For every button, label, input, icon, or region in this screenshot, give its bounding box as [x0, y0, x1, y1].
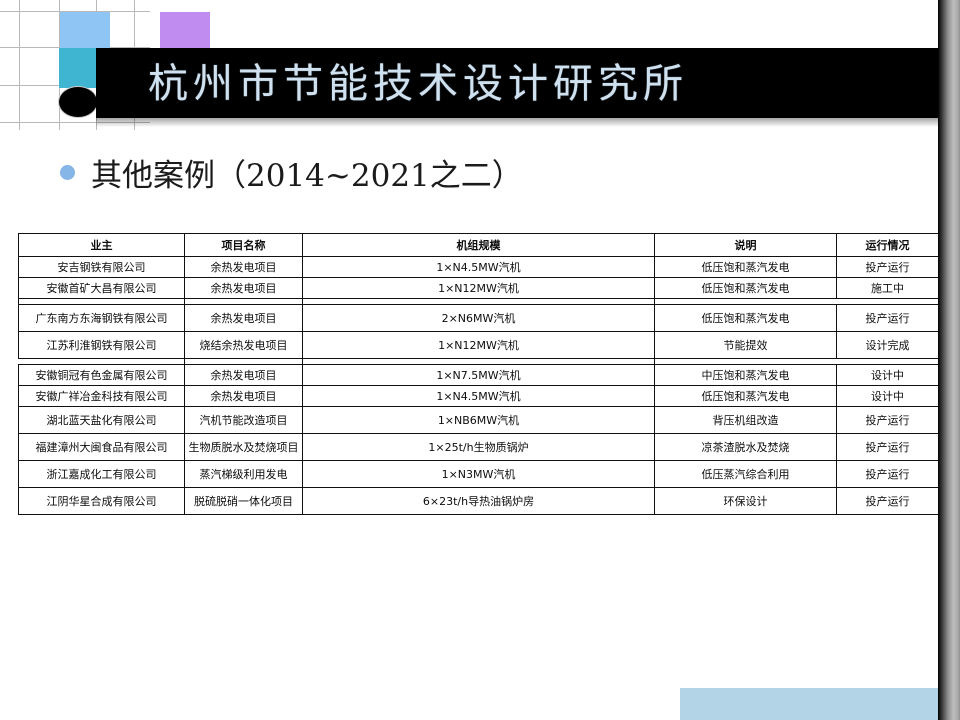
cell-project: 余热发电项目	[184, 364, 303, 386]
col-header-scale: 机组规模	[302, 233, 655, 257]
cell-scale: 1×N4.5MW汽机	[302, 256, 655, 278]
cell-project: 余热发电项目	[184, 277, 303, 299]
table-row: 安徽广祥冶金科技有限公司 余热发电项目 1×N4.5MW汽机 低压饱和蒸汽发电 …	[18, 385, 939, 407]
cell-note: 低压饱和蒸汽发电	[654, 304, 837, 332]
cell-project: 汽机节能改造项目	[184, 406, 303, 434]
cell-project: 余热发电项目	[184, 385, 303, 407]
cell-status: 投产运行	[836, 460, 939, 488]
grid-line-h	[0, 122, 150, 123]
cell-status: 设计完成	[836, 331, 939, 359]
cell-status: 投产运行	[836, 487, 939, 515]
cell-status: 投产运行	[836, 304, 939, 332]
cell-owner: 安徽铜冠有色金属有限公司	[18, 364, 185, 386]
cell-status: 投产运行	[836, 433, 939, 461]
col-header-project: 项目名称	[184, 233, 303, 257]
title-bar	[96, 48, 938, 118]
table-row: 江苏利淮钢铁有限公司 烧结余热发电项目 1×N12MW汽机 节能提效 设计完成	[18, 331, 939, 359]
table-row: 湖北蓝天盐化有限公司 汽机节能改造项目 1×NB6MW汽机 背压机组改造 投产运…	[18, 406, 939, 434]
cell-owner: 江苏利淮钢铁有限公司	[18, 331, 185, 359]
cell-owner: 广东南方东海钢铁有限公司	[18, 304, 185, 332]
grid-line-v	[19, 0, 20, 130]
cell-note: 中压饱和蒸汽发电	[654, 364, 837, 386]
title-bar-shadow	[96, 118, 938, 127]
table-row: 广东南方东海钢铁有限公司 余热发电项目 2×N6MW汽机 低压饱和蒸汽发电 投产…	[18, 304, 939, 332]
cell-owner: 安吉钢铁有限公司	[18, 256, 185, 278]
table-row: 浙江嘉成化工有限公司 蒸汽梯级利用发电 1×N3MW汽机 低压蒸汽综合利用 投产…	[18, 460, 939, 488]
case-table-container: 业主 项目名称 机组规模 说明 运行情况 安吉钢铁有限公司 余热发电项目 1×N…	[18, 233, 939, 515]
subtitle-bullet-row: 其他案例（2014~2021之二）	[60, 150, 760, 194]
cell-status: 投产运行	[836, 256, 939, 278]
cell-owner: 浙江嘉成化工有限公司	[18, 460, 185, 488]
cell-note: 背压机组改造	[654, 406, 837, 434]
cell-project: 烧结余热发电项目	[184, 331, 303, 359]
cell-project: 生物质脱水及焚烧项目	[184, 433, 303, 461]
table-row: 福建漳州大闽食品有限公司 生物质脱水及焚烧项目 1×25t/h生物质锅炉 凉茶渣…	[18, 433, 939, 461]
cell-scale: 1×N12MW汽机	[302, 277, 655, 299]
cell-status: 设计中	[836, 385, 939, 407]
cell-note: 低压饱和蒸汽发电	[654, 385, 837, 407]
cell-owner: 湖北蓝天盐化有限公司	[18, 406, 185, 434]
cell-status: 投产运行	[836, 406, 939, 434]
case-table: 业主 项目名称 机组规模 说明 运行情况 安吉钢铁有限公司 余热发电项目 1×N…	[18, 233, 939, 515]
cell-note: 节能提效	[654, 331, 837, 359]
cell-note: 凉茶渣脱水及焚烧	[654, 433, 837, 461]
table-body: 安吉钢铁有限公司 余热发电项目 1×N4.5MW汽机 低压饱和蒸汽发电 投产运行…	[18, 256, 939, 515]
cell-scale: 6×23t/h导热油锅炉房	[302, 487, 655, 515]
table-row: 安徽铜冠有色金属有限公司 余热发电项目 1×N7.5MW汽机 中压饱和蒸汽发电 …	[18, 364, 939, 386]
cell-project: 余热发电项目	[184, 256, 303, 278]
table-header-row: 业主 项目名称 机组规模 说明 运行情况	[18, 233, 939, 257]
page-title: 杭州市节能技术设计研究所	[148, 61, 688, 107]
cell-note: 低压蒸汽综合利用	[654, 460, 837, 488]
deco-circle	[58, 86, 98, 118]
table-row: 安吉钢铁有限公司 余热发电项目 1×N4.5MW汽机 低压饱和蒸汽发电 投产运行	[18, 256, 939, 278]
cell-scale: 1×N4.5MW汽机	[302, 385, 655, 407]
subtitle-text: 其他案例（2014~2021之二）	[91, 157, 523, 194]
cell-note: 低压饱和蒸汽发电	[654, 277, 837, 299]
cell-owner: 安徽广祥冶金科技有限公司	[18, 385, 185, 407]
cell-project: 脱硫脱硝一体化项目	[184, 487, 303, 515]
cell-scale: 1×25t/h生物质锅炉	[302, 433, 655, 461]
cell-status: 施工中	[836, 277, 939, 299]
cell-project: 余热发电项目	[184, 304, 303, 332]
cell-project: 蒸汽梯级利用发电	[184, 460, 303, 488]
cell-status: 设计中	[836, 364, 939, 386]
bullet-dot-icon	[60, 164, 75, 180]
cell-owner: 安徽首矿大昌有限公司	[18, 277, 185, 299]
cell-scale: 1×NB6MW汽机	[302, 406, 655, 434]
table-row: 江阴华星合成有限公司 脱硫脱硝一体化项目 6×23t/h导热油锅炉房 环保设计 …	[18, 487, 939, 515]
bottom-accent-bar	[680, 688, 938, 720]
col-header-status: 运行情况	[836, 233, 939, 257]
cell-owner: 福建漳州大闽食品有限公司	[18, 433, 185, 461]
col-header-note: 说明	[654, 233, 837, 257]
cell-owner: 江阴华星合成有限公司	[18, 487, 185, 515]
table-row: 安徽首矿大昌有限公司 余热发电项目 1×N12MW汽机 低压饱和蒸汽发电 施工中	[18, 277, 939, 299]
col-header-owner: 业主	[18, 233, 185, 257]
cell-scale: 1×N7.5MW汽机	[302, 364, 655, 386]
cell-note: 环保设计	[654, 487, 837, 515]
cell-scale: 2×N6MW汽机	[302, 304, 655, 332]
cell-scale: 1×N3MW汽机	[302, 460, 655, 488]
grid-line-h	[0, 11, 150, 12]
cell-note: 低压饱和蒸汽发电	[654, 256, 837, 278]
right-edge-border	[938, 0, 960, 720]
cell-scale: 1×N12MW汽机	[302, 331, 655, 359]
